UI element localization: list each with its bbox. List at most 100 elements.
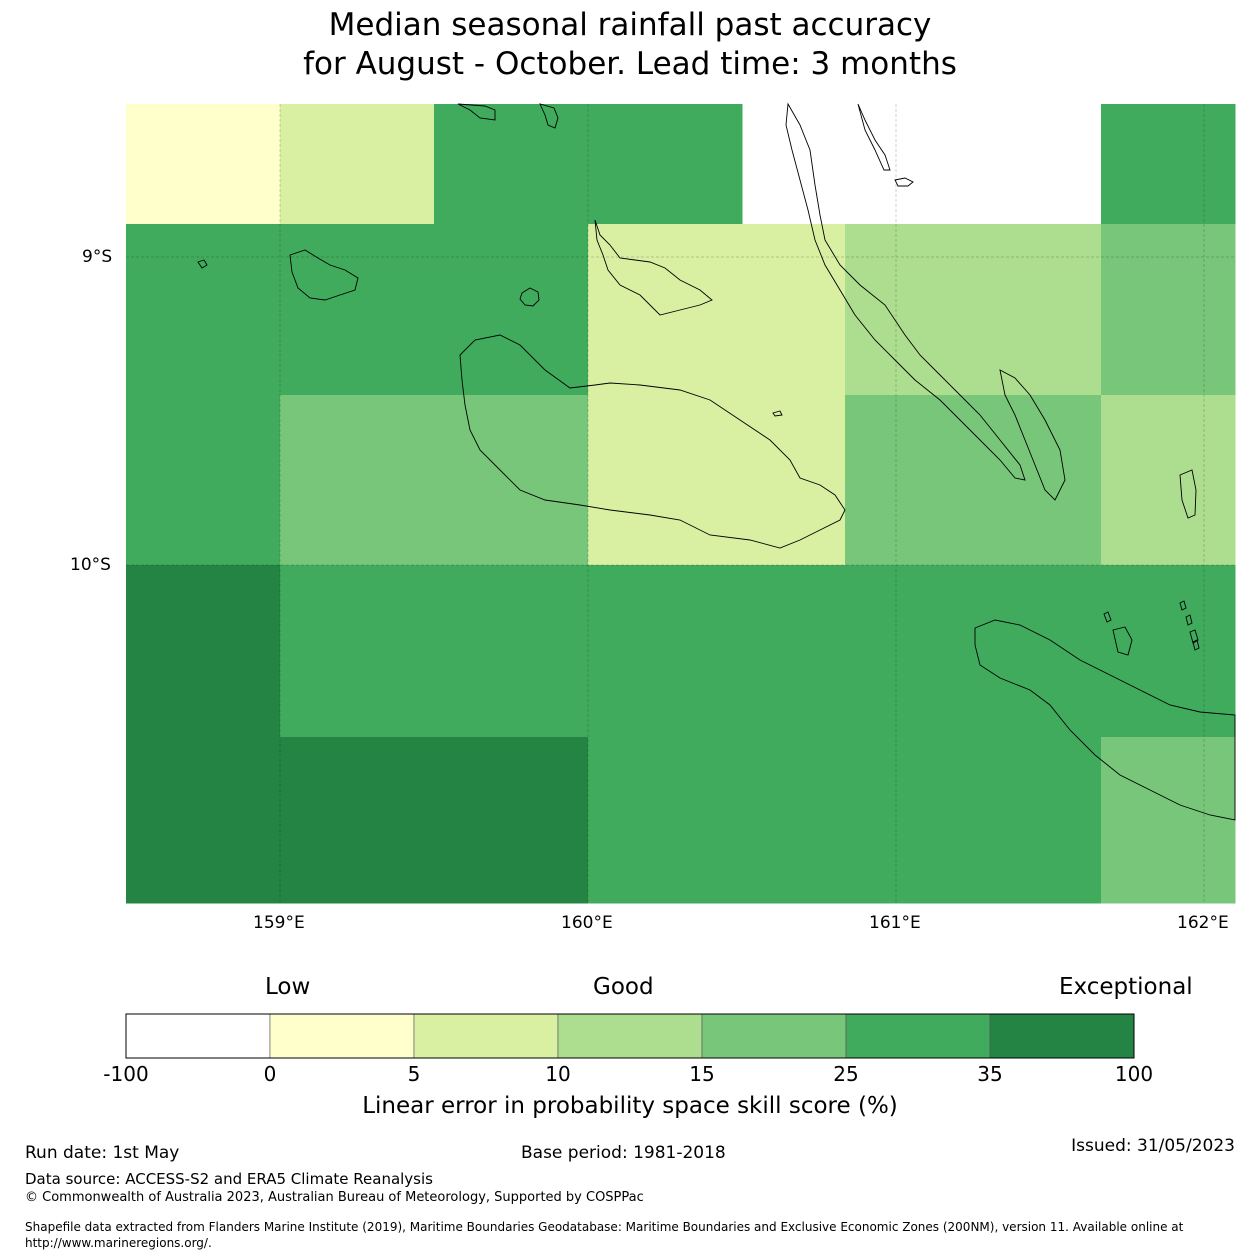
grid-cell xyxy=(665,737,743,904)
grid-cell xyxy=(280,224,332,396)
graticule xyxy=(126,104,1235,903)
grid-cell xyxy=(947,737,1025,904)
coastline-ugi xyxy=(1112,626,1133,656)
coastline-islet-4 xyxy=(1185,614,1193,626)
category-low: Low xyxy=(265,974,311,1000)
coastline-guadalcanal xyxy=(459,334,846,549)
coastline-makira xyxy=(974,619,1236,821)
base-period: Base period: 1981-2018 xyxy=(521,1143,726,1163)
lon-label-160e: 160°E xyxy=(561,913,613,933)
colorbar-tick: -100 xyxy=(103,1062,149,1086)
grid-cell xyxy=(126,395,204,566)
coastline-santa-isabel-1 xyxy=(457,103,496,121)
grid-cell xyxy=(588,104,666,225)
map-title-line-1: Median seasonal rainfall past accuracy xyxy=(328,7,932,43)
lon-label-159e: 159°E xyxy=(253,913,305,933)
coastline-islet-3 xyxy=(1179,600,1187,611)
grid-cell xyxy=(511,224,589,396)
grid-cell xyxy=(331,224,435,396)
lat-label-10s: 10°S xyxy=(70,555,111,575)
grid-cell xyxy=(280,737,332,904)
grid-cell xyxy=(434,224,512,396)
grid-cell xyxy=(896,395,948,566)
coastline-santa-isabel-3 xyxy=(857,103,891,171)
data-source: Data source: ACCESS-S2 and ERA5 Climate … xyxy=(25,1170,433,1188)
coastline-ulawa xyxy=(1179,469,1197,519)
grid-cell xyxy=(1024,224,1102,396)
colorbar-segment xyxy=(845,1013,991,1059)
grid-cell xyxy=(588,224,666,396)
grid-cell xyxy=(1101,224,1236,396)
coastline-russell-islands xyxy=(289,249,359,301)
grid-cell xyxy=(203,224,281,396)
grid-cell xyxy=(1101,737,1236,904)
grid-cell xyxy=(203,395,281,566)
grid-cell xyxy=(434,737,512,904)
grid-cell xyxy=(331,104,435,225)
coastline-santa-isabel-2 xyxy=(539,103,559,129)
colorbar-border xyxy=(125,1013,1135,1059)
grid-cell xyxy=(1024,565,1102,738)
coastline-savo xyxy=(519,287,540,307)
grid-cell xyxy=(511,104,589,225)
grid-cell xyxy=(280,104,332,225)
grid-cell xyxy=(588,395,666,566)
category-good: Good xyxy=(593,974,654,1000)
grid-cell xyxy=(1101,395,1236,566)
colorbar-tick: 10 xyxy=(545,1062,571,1086)
grid-cell xyxy=(1024,395,1102,566)
colorbar-segment xyxy=(413,1013,559,1059)
grid-cell xyxy=(434,395,512,566)
coastline-islet-1 xyxy=(197,259,208,269)
colorbar xyxy=(125,1013,1135,1059)
colorbar-tick: 15 xyxy=(689,1062,715,1086)
grid-cell xyxy=(434,104,512,225)
colorbar-tick: 35 xyxy=(977,1062,1003,1086)
grid-cell xyxy=(947,395,1025,566)
grid-cell xyxy=(947,224,1025,396)
grid-cell xyxy=(742,565,846,738)
issued-date: Issued: 31/05/2023 xyxy=(1071,1136,1235,1156)
grid-cell xyxy=(845,224,897,396)
grid-cell xyxy=(665,224,743,396)
coastline-malaita xyxy=(785,102,1026,481)
colorbar-tick: 0 xyxy=(263,1062,277,1086)
colorbar-segment xyxy=(269,1013,415,1059)
colorbar-segment xyxy=(989,1013,1135,1059)
grid-cell xyxy=(126,104,204,225)
coastline-florida-islands xyxy=(594,219,713,316)
shapefile-credit-url: http://www.marineregions.org/. xyxy=(25,1236,212,1250)
coastline-islet-7 xyxy=(894,177,914,187)
grid-cell xyxy=(203,104,281,225)
grid-cell xyxy=(203,565,281,738)
coastlines xyxy=(197,102,1236,821)
coastline-islet-5 xyxy=(1189,629,1199,644)
grid-cell xyxy=(126,737,204,904)
grid-cell xyxy=(665,395,743,566)
grid-cell xyxy=(280,395,332,566)
colorbar-tick: 100 xyxy=(1114,1062,1154,1086)
grid-cell xyxy=(896,224,948,396)
lon-label-161e: 161°E xyxy=(869,913,921,933)
shapefile-credit: Shapefile data extracted from Flanders M… xyxy=(25,1220,1184,1234)
grid-cell xyxy=(742,395,846,566)
grid-cell xyxy=(845,395,897,566)
coastline-maramasike xyxy=(999,369,1066,501)
colorbar-segment xyxy=(701,1013,847,1059)
grid-cell xyxy=(845,737,897,904)
grid-cell xyxy=(742,224,846,396)
grid-cell xyxy=(331,565,435,738)
grid-cell xyxy=(845,565,897,738)
grid-cell xyxy=(126,565,204,738)
grid-cell xyxy=(588,737,666,904)
grid-cell xyxy=(1101,565,1236,738)
grid-cell xyxy=(434,565,512,738)
skill-score-grid xyxy=(126,104,1236,904)
grid-cell xyxy=(511,565,589,738)
coastline-islet-2 xyxy=(1103,611,1112,623)
grid-cell xyxy=(665,565,743,738)
run-date: Run date: 1st May xyxy=(25,1143,180,1163)
grid-cell xyxy=(331,737,435,904)
grid-cell xyxy=(896,737,948,904)
